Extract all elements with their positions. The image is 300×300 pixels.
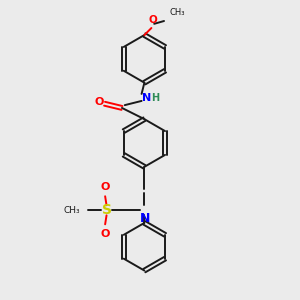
Text: O: O — [148, 15, 157, 25]
Text: CH₃: CH₃ — [169, 8, 185, 17]
Text: S: S — [101, 203, 112, 217]
Text: N: N — [140, 212, 150, 225]
Text: CH₃: CH₃ — [63, 206, 80, 215]
Text: O: O — [100, 182, 110, 192]
Text: H: H — [152, 93, 160, 103]
Text: O: O — [100, 229, 110, 238]
Text: N: N — [142, 93, 152, 103]
Text: O: O — [94, 97, 104, 107]
